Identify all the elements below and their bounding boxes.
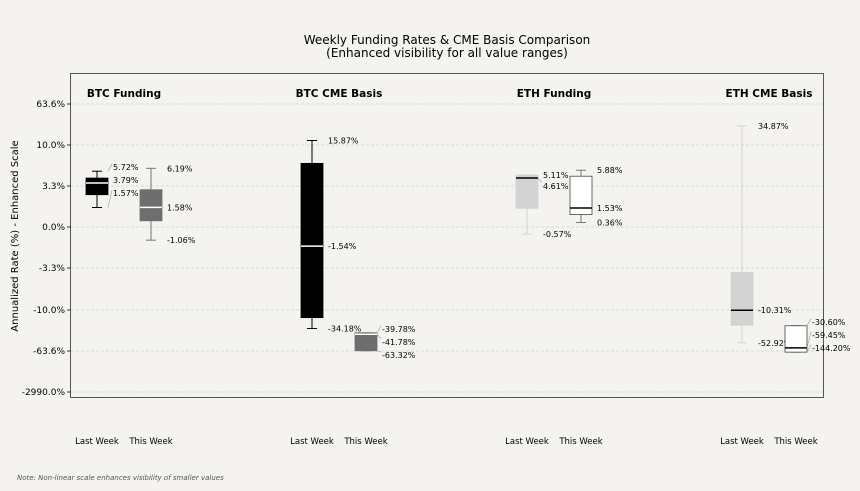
y-tick-label: -10.0% [33, 306, 65, 316]
x-tick-label: This Week [773, 437, 817, 447]
box [730, 271, 754, 326]
footnote: Note: Non-linear scale enhances visibili… [17, 474, 224, 482]
annotation-label: 5.72% [113, 163, 139, 172]
annotation-label: -63.32% [382, 351, 416, 360]
annotation-label: -59.45% [812, 331, 846, 340]
annotation-leader [107, 190, 113, 208]
annotation-label: -52.92% [758, 339, 792, 348]
box [569, 175, 593, 215]
annotation-label: 4.61% [543, 182, 569, 191]
annotation-label: 3.79% [113, 176, 139, 185]
x-tick-label: Last Week [290, 437, 334, 447]
x-tick-label: This Week [343, 437, 387, 447]
x-tick-label: This Week [128, 437, 172, 447]
annotation-leader [806, 344, 812, 353]
annotation-leader [107, 164, 113, 172]
annotation-label: -30.60% [812, 318, 846, 327]
box [139, 189, 163, 222]
y-tick-label: 10.0% [36, 141, 65, 151]
box [300, 162, 324, 319]
annotation-leader [376, 350, 382, 353]
y-axis-label: Annualized Rate (%) - Enhanced Scale [10, 140, 21, 331]
y-tick-label: -3.3% [39, 264, 66, 274]
annotation-leader [806, 318, 812, 326]
group-title: ETH CME Basis [726, 88, 813, 100]
annotation-leader [376, 334, 382, 339]
annotation-label: -41.78% [382, 338, 416, 347]
annotation-leader [806, 331, 812, 348]
y-tick-label: -2990.0% [22, 388, 66, 398]
annotation-label: -39.78% [382, 325, 416, 334]
y-tick-label: 63.6% [36, 100, 65, 110]
annotation-label: 1.57% [113, 189, 139, 198]
y-tick-label: 0.0% [42, 223, 65, 233]
chart-subtitle: (Enhanced visibility for all value range… [326, 46, 568, 60]
box [354, 332, 378, 352]
x-tick-label: Last Week [720, 437, 764, 447]
annotation-label: 5.88% [597, 166, 623, 175]
chart-title: Weekly Funding Rates & CME Basis Compari… [304, 33, 591, 47]
plot-area [70, 73, 824, 398]
annotation-label: 6.19% [167, 164, 193, 173]
y-tick-label: 3.3% [42, 182, 65, 192]
x-tick-label: This Week [558, 437, 602, 447]
annotation-label: -1.06% [167, 236, 196, 245]
group-title: ETH Funding [517, 88, 591, 100]
annotation-label: 0.36% [597, 219, 623, 228]
annotation-label: 15.87% [328, 137, 359, 146]
annotation-label: -0.57% [543, 230, 572, 239]
x-tick-label: Last Week [505, 437, 549, 447]
annotation-label: 1.53% [597, 204, 623, 213]
annotation-label: 34.87% [758, 122, 789, 131]
annotation-leader [376, 325, 382, 333]
annotation-label: -1.54% [328, 242, 357, 251]
annotation-label: 5.11% [543, 171, 569, 180]
annotation-leader [537, 177, 543, 184]
annotation-label: 1.58% [167, 203, 193, 212]
annotation-label: -34.18% [328, 324, 362, 333]
group-title: BTC Funding [87, 88, 161, 100]
box [515, 174, 539, 209]
annotation-label: -10.31% [758, 306, 792, 315]
y-tick-label: -63.6% [33, 347, 65, 357]
box [784, 325, 808, 353]
x-tick-label: Last Week [75, 437, 119, 447]
annotation-label: -144.20% [812, 344, 851, 353]
group-title: BTC CME Basis [296, 88, 383, 100]
box [85, 177, 109, 196]
